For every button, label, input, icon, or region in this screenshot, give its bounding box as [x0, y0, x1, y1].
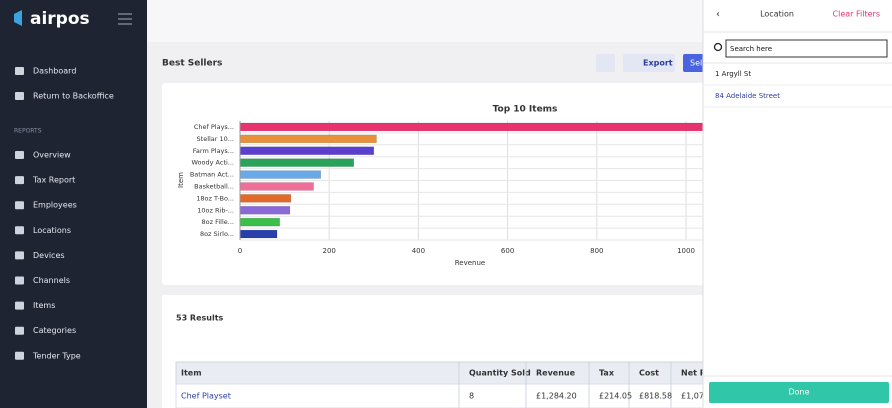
table-row-bg	[175, 383, 708, 408]
menu-icon	[15, 151, 24, 159]
back-button[interactable]: ‹	[716, 9, 720, 20]
refresh-button[interactable]	[596, 54, 615, 72]
clear-filters[interactable]: Clear Filters	[833, 10, 880, 19]
y-tick-label: Stellar 10...	[197, 135, 234, 143]
column-header[interactable]: Cost	[639, 369, 659, 378]
bar	[239, 217, 280, 227]
column-header[interactable]: Tax	[599, 369, 615, 378]
menu-item[interactable]: Locations	[33, 226, 71, 235]
menu-icon	[15, 176, 24, 185]
y-tick-label: 18oz T-Bo...	[196, 194, 234, 202]
options: 1 Argyll St 84 Adelaide Street	[703, 70, 892, 108]
page-title: Best Sellers	[162, 59, 222, 69]
menu-item[interactable]: Employees	[33, 201, 77, 210]
x-axis-label: Revenue	[455, 259, 486, 267]
menu-item[interactable]: Tender Type	[32, 351, 81, 360]
menu-item[interactable]: Overview	[33, 151, 71, 160]
done-button[interactable]	[709, 382, 889, 403]
bar	[239, 134, 377, 144]
menu-icon	[15, 351, 24, 360]
menu-item[interactable]: Return to Backoffice	[33, 92, 114, 101]
search-icon	[713, 42, 723, 52]
y-tick-label: 8oz Fille...	[202, 218, 234, 226]
search-input[interactable]	[725, 39, 888, 58]
logo-icon	[14, 10, 22, 26]
y-axis-label: Item	[177, 172, 185, 188]
menu-toggle[interactable]	[118, 13, 132, 25]
select-label: Sele	[690, 59, 707, 68]
y-tick-label: Basketball...	[194, 182, 234, 190]
table: Item Quantity Sold Revenue Tax Cost Net Re Che…	[175, 361, 712, 408]
table-cell[interactable]: Chef Playset	[181, 392, 231, 401]
menu-icon	[15, 251, 24, 260]
table-cell: 8	[469, 392, 474, 401]
table-header-bg	[175, 361, 708, 385]
menu-item[interactable]: Tax Report	[32, 176, 75, 185]
export-label: Export	[643, 59, 673, 68]
table-cell: £1,070	[681, 392, 709, 401]
menu-item[interactable]: Categories	[33, 326, 76, 335]
menu-icon	[15, 67, 24, 75]
results-count: 53 Results	[176, 314, 224, 323]
y-tick-label: 8oz Sirlo...	[200, 230, 234, 238]
menu-icon	[15, 226, 24, 235]
chart-card	[162, 83, 707, 285]
menu-icon	[15, 276, 24, 285]
chart-title: Top 10 Items	[493, 105, 558, 115]
y-tick-label: Farm Plays...	[193, 147, 234, 155]
bar	[239, 206, 291, 215]
menu-item[interactable]: Devices	[33, 251, 65, 260]
panel-title: Location	[760, 10, 794, 19]
x-tick-label: 800	[590, 247, 603, 255]
column-header[interactable]: Item	[181, 369, 202, 378]
search-placeholder: Search here	[730, 45, 772, 53]
done-label: Done	[788, 388, 809, 397]
menu-item[interactable]: Channels	[33, 276, 70, 285]
menu-icon	[15, 301, 24, 310]
bar	[239, 158, 354, 167]
y-tick-label: Batman Act...	[190, 171, 234, 179]
logo: airpos	[30, 9, 90, 29]
x-tick-label: 0	[238, 247, 242, 255]
menu-icon	[15, 92, 24, 100]
table-cell: £818.58	[639, 392, 672, 401]
export-button[interactable]	[623, 54, 675, 72]
menu-item[interactable]: Dashboard	[33, 67, 76, 76]
bar	[239, 182, 314, 191]
column-header[interactable]: Revenue	[536, 369, 576, 378]
bar	[239, 194, 292, 203]
x-tick-label: 200	[323, 247, 336, 255]
column-header[interactable]: Net Re	[681, 369, 712, 378]
table-cell: £1,284.20	[536, 392, 577, 401]
y-tick-label: 10oz Rib-...	[197, 206, 234, 214]
section-label: REPORTS	[14, 128, 42, 135]
menu-icon	[15, 201, 24, 210]
y-tick-label: Woody Acti...	[192, 159, 235, 167]
x-tick-label: 400	[412, 247, 425, 255]
x-tick-label: 600	[501, 247, 514, 255]
bar	[239, 229, 278, 239]
bar	[239, 146, 375, 155]
menu-item[interactable]: Items	[33, 301, 55, 310]
location-option[interactable]: 84 Adelaide Street	[715, 92, 780, 100]
x-tick-label: 1000	[677, 247, 695, 255]
bar	[239, 170, 321, 179]
filter-panel	[703, 0, 892, 408]
y-tick-label: Chef Plays...	[194, 123, 234, 131]
chart: 0 200 400 600 800 1000 Chef Plays... Stellar 10…	[190, 121, 820, 255]
table-cell: £214.05	[599, 392, 632, 401]
menu-icon	[15, 326, 24, 335]
sidebar	[0, 0, 147, 408]
column-header[interactable]: Quantity Sold	[469, 369, 531, 378]
location-option[interactable]: 1 Argyll St	[715, 70, 751, 78]
sidebar-menu: Dashboard Return to Backoffice REPORTS Over…	[14, 67, 114, 361]
